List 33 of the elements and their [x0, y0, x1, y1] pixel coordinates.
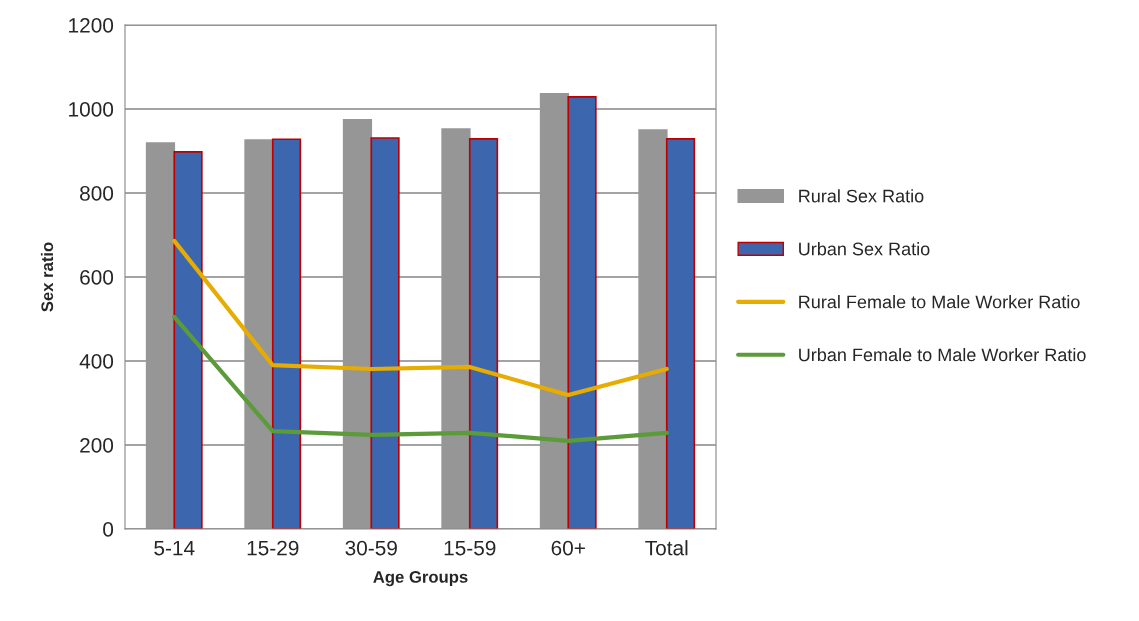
y-tick-label: 600 — [80, 270, 114, 285]
x-tick-label: 15-29 — [247, 540, 299, 556]
x-tick-label: 60+ — [551, 540, 585, 556]
y-tick-label: 1000 — [69, 102, 114, 117]
bar — [638, 129, 668, 529]
y-tick-label: 800 — [80, 186, 114, 201]
bar — [244, 139, 274, 529]
legend-label: Rural Sex Ratio — [799, 189, 924, 203]
y-tick-label: 400 — [79, 354, 114, 369]
x-tick-label: 30-59 — [345, 540, 397, 556]
legend-label: Urban Female to Male Worker Ratio — [799, 348, 1086, 362]
bar — [441, 128, 471, 529]
y-axis-title: Sex ratio — [40, 242, 54, 312]
bar — [370, 137, 400, 529]
x-axis-title: Age Groups — [373, 571, 468, 587]
line-series — [172, 238, 669, 398]
y-tick-label: 0 — [103, 522, 114, 537]
x-tick-label: Total — [645, 540, 688, 556]
bar — [468, 137, 499, 529]
y-tick-label: 200 — [80, 438, 114, 453]
bar — [665, 137, 696, 529]
legend-label: Urban Sex Ratio — [799, 242, 930, 256]
line-series — [172, 314, 669, 443]
x-tick-label: 15-59 — [444, 540, 496, 556]
legend-label: Rural Female to Male Worker Ratio — [799, 295, 1080, 309]
y-tick-label: 1200 — [69, 18, 114, 33]
bar — [567, 95, 597, 529]
bar — [539, 93, 570, 529]
bar — [173, 151, 203, 529]
bar — [145, 142, 176, 529]
bar — [342, 119, 373, 529]
x-tick-label: 5-14 — [154, 540, 195, 556]
bar — [271, 138, 302, 529]
